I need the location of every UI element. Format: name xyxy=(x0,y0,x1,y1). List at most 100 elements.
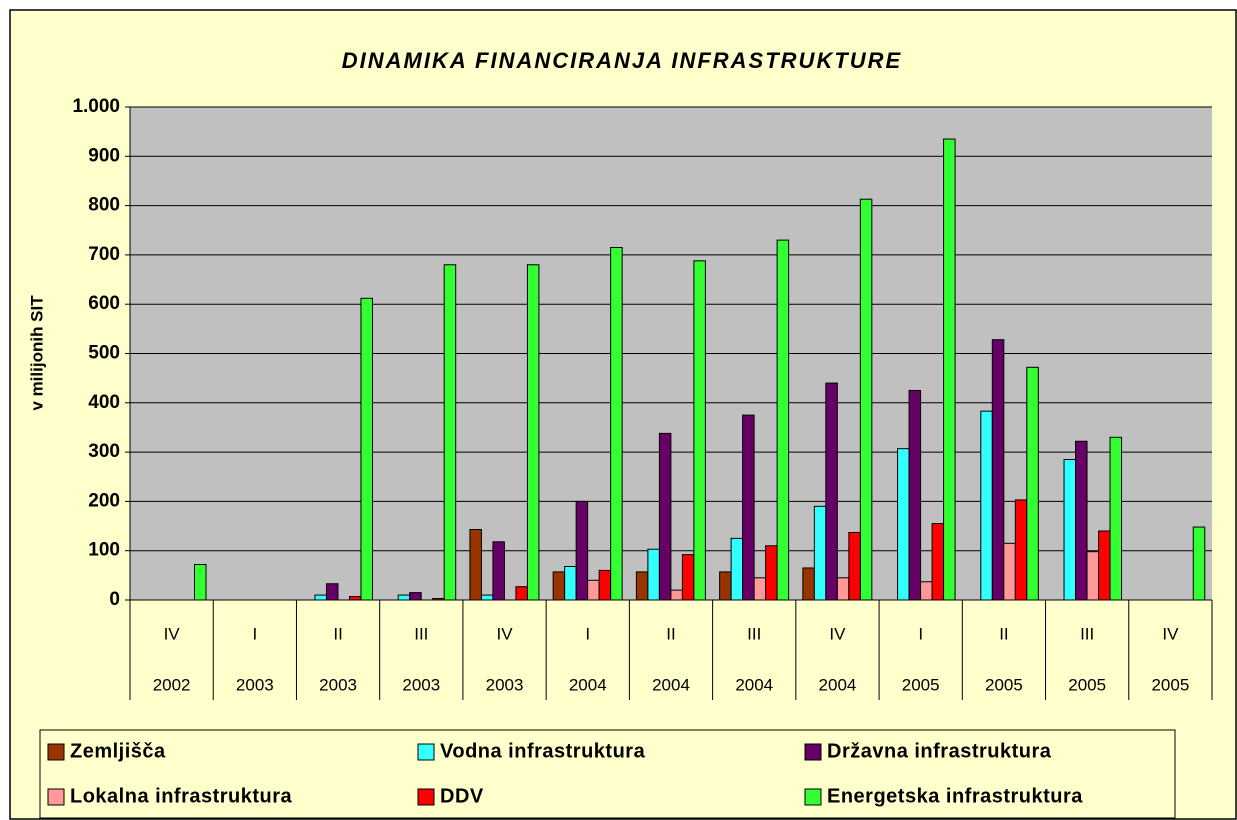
legend-label: Državna infrastruktura xyxy=(827,740,1052,762)
x-year-label: 2003 xyxy=(486,675,524,694)
y-tick-label: 0 xyxy=(109,589,120,610)
bar xyxy=(552,571,566,601)
x-tick-label: IV xyxy=(497,624,514,643)
x-year-label: 2003 xyxy=(236,675,274,694)
bar xyxy=(1192,526,1206,601)
bar xyxy=(742,414,755,601)
x-year-label: 2005 xyxy=(1151,675,1189,694)
bar xyxy=(943,138,956,601)
x-tick-label: IV xyxy=(1162,624,1179,643)
legend-label: Vodna infrastruktura xyxy=(440,740,646,762)
bar xyxy=(469,529,482,601)
x-year-label: 2003 xyxy=(402,675,440,694)
y-tick-label: 500 xyxy=(88,343,120,364)
x-year-label: 2005 xyxy=(985,675,1023,694)
y-tick-label: 300 xyxy=(88,441,120,462)
x-tick-label: IV xyxy=(164,624,181,643)
x-year-label: 2004 xyxy=(569,675,607,694)
bar xyxy=(765,545,778,601)
bar xyxy=(587,579,600,601)
legend-swatch xyxy=(47,743,65,761)
bar xyxy=(931,523,945,601)
legend-label: Energetska infrastruktura xyxy=(827,785,1083,807)
bar xyxy=(836,577,850,601)
bar xyxy=(980,410,993,601)
bar xyxy=(647,548,660,601)
y-axis-label: v milijonih SIT xyxy=(27,295,46,411)
bar xyxy=(635,571,649,601)
bar xyxy=(492,541,505,601)
x-tick-label: I xyxy=(585,624,590,643)
bar xyxy=(776,239,790,601)
bar xyxy=(515,586,528,601)
bar xyxy=(610,247,623,601)
x-year-label: 2004 xyxy=(819,675,857,694)
y-tick-label: 100 xyxy=(88,540,120,561)
y-tick-label: 900 xyxy=(88,145,120,166)
x-year-label: 2005 xyxy=(1068,675,1106,694)
x-tick-label: III xyxy=(747,624,761,643)
bar xyxy=(848,531,861,601)
bar xyxy=(670,589,683,601)
legend-swatch xyxy=(47,788,65,806)
bar xyxy=(598,569,612,601)
bar xyxy=(1086,551,1100,601)
bar xyxy=(1003,542,1016,601)
bar xyxy=(920,581,933,601)
x-year-label: 2003 xyxy=(319,675,357,694)
bar xyxy=(813,505,827,601)
bar xyxy=(1026,366,1039,601)
y-tick-label: 200 xyxy=(88,490,120,511)
x-tick-label: IV xyxy=(829,624,846,643)
bar xyxy=(802,567,815,601)
bar xyxy=(194,564,207,601)
bar xyxy=(325,583,339,601)
bar xyxy=(443,264,457,601)
chart-title: DINAMIKA FINANCIRANJA INFRASTRUKTURE xyxy=(342,48,902,73)
bar xyxy=(658,432,672,601)
legend-swatch xyxy=(804,788,822,806)
bar xyxy=(693,260,706,601)
bar xyxy=(719,571,732,601)
bar xyxy=(397,594,411,601)
legend-swatch xyxy=(804,743,822,761)
legend xyxy=(39,729,1176,819)
bar xyxy=(360,297,373,601)
y-tick-label: 800 xyxy=(88,195,120,216)
bar xyxy=(348,596,362,601)
y-tick-label: 700 xyxy=(88,244,120,265)
bar xyxy=(753,577,767,601)
x-tick-label: I xyxy=(252,624,257,643)
x-tick-label: I xyxy=(918,624,923,643)
bar xyxy=(897,448,910,601)
bar xyxy=(730,537,744,601)
bar xyxy=(908,389,922,601)
x-tick-label: III xyxy=(414,624,428,643)
bar xyxy=(859,198,873,601)
x-tick-label: II xyxy=(333,624,342,643)
x-year-label: 2004 xyxy=(735,675,773,694)
legend-swatch xyxy=(417,788,435,806)
bar xyxy=(1075,440,1088,601)
x-year-label: 2002 xyxy=(153,675,191,694)
legend-label: Zemljišča xyxy=(70,740,166,762)
x-tick-label: II xyxy=(999,624,1008,643)
legend-swatch xyxy=(417,743,435,761)
bar xyxy=(526,264,540,601)
legend-label: Lokalna infrastruktura xyxy=(70,785,293,807)
x-tick-label: III xyxy=(1080,624,1094,643)
y-tick-label: 400 xyxy=(88,392,120,413)
bar xyxy=(825,382,838,601)
bar xyxy=(1014,499,1028,601)
legend-label: DDV xyxy=(440,785,484,807)
y-tick-label: 1.000 xyxy=(72,96,120,117)
bar xyxy=(409,592,422,601)
bar xyxy=(564,565,577,601)
x-year-label: 2004 xyxy=(652,675,690,694)
bar xyxy=(991,339,1005,601)
bar xyxy=(681,554,695,601)
y-tick-label: 600 xyxy=(88,293,120,314)
bar xyxy=(314,594,327,601)
bar xyxy=(1063,458,1077,601)
